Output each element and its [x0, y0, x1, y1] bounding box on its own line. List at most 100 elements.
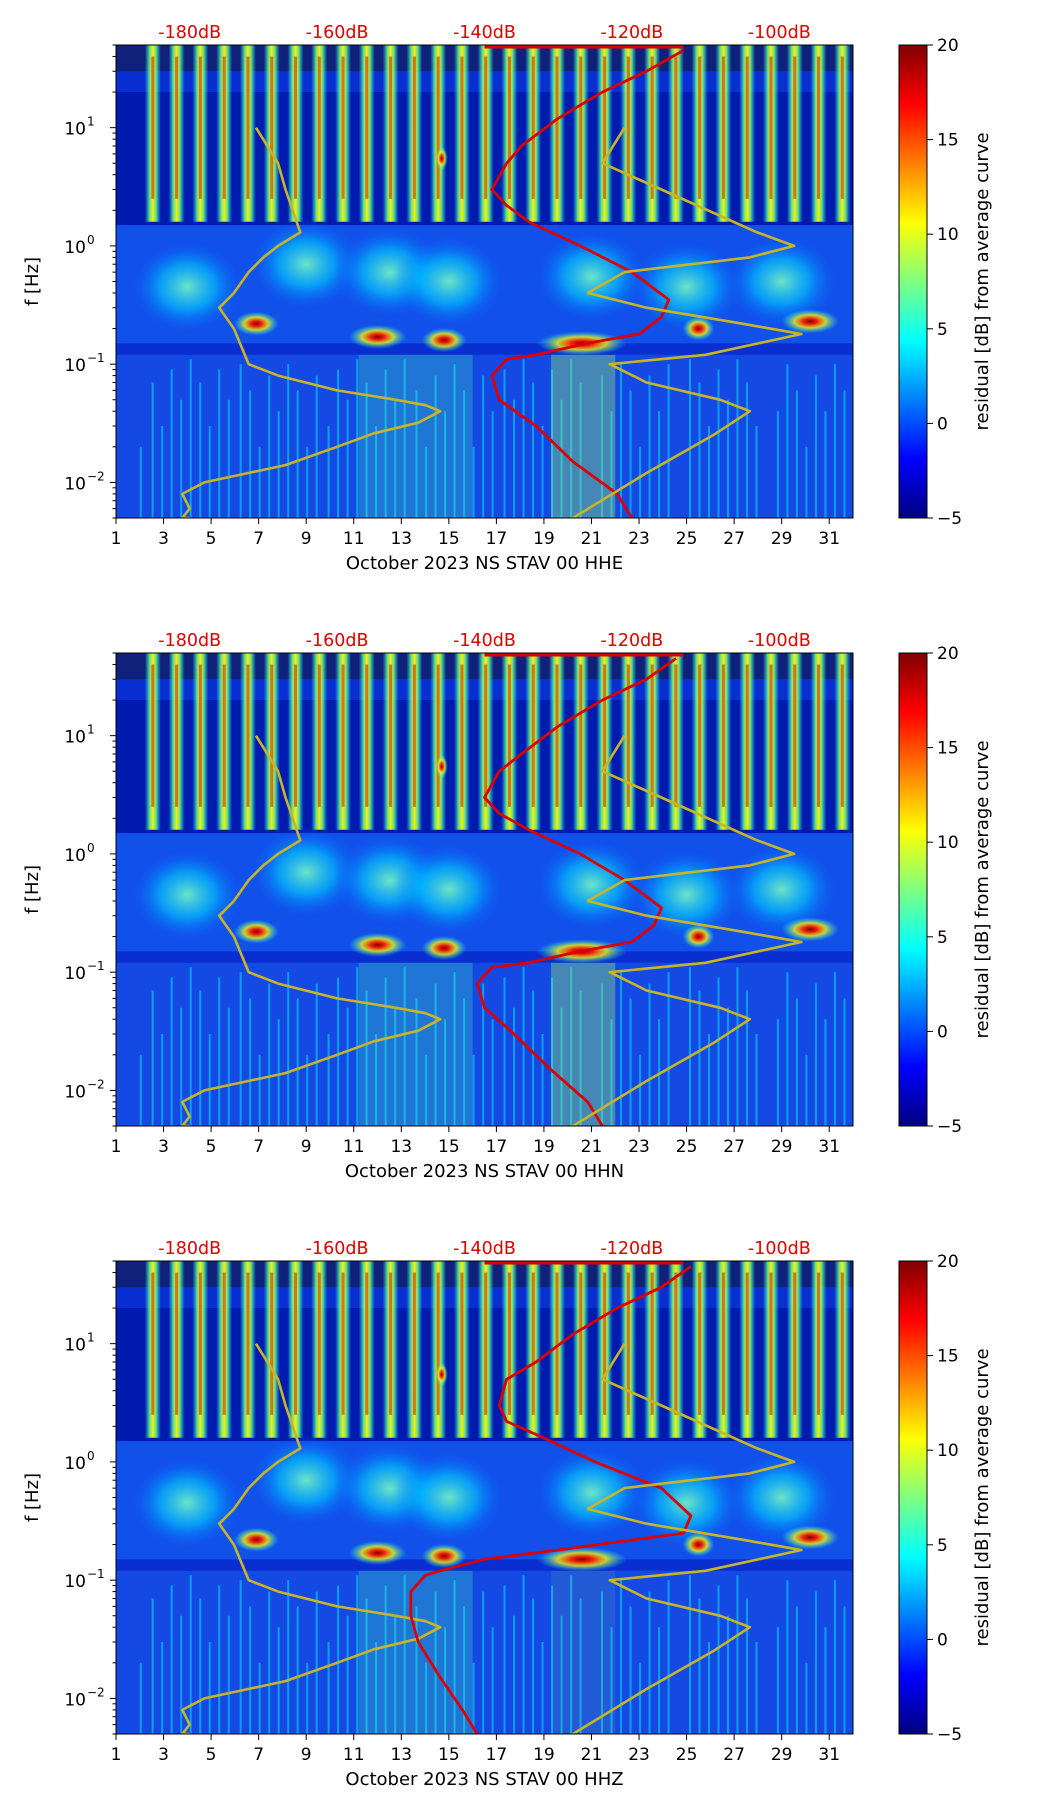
- x-tick-label: 13: [390, 529, 412, 549]
- heatmap-hotspot: [781, 309, 840, 334]
- heatmap-glow: [726, 1452, 837, 1543]
- heatmap-stripe-core: [460, 664, 464, 807]
- heatmap-streak: [560, 1615, 563, 1734]
- heatmap-streak: [258, 1054, 261, 1126]
- heatmap-streak: [208, 425, 211, 518]
- x-tick-label: 19: [533, 529, 555, 549]
- db-scale-label: -120dB: [600, 631, 663, 651]
- heatmap-streak: [541, 1033, 544, 1126]
- heatmap-stripe-core: [793, 664, 797, 807]
- heatmap-stripe-core: [745, 664, 749, 807]
- heatmap-streak: [698, 990, 701, 1126]
- heatmap-streak: [698, 1598, 701, 1734]
- heatmap-streak: [170, 369, 173, 518]
- heatmap-stripe-core: [389, 1272, 393, 1415]
- heatmap-stripe-core: [293, 664, 297, 807]
- heatmap-streak: [258, 1662, 261, 1734]
- heatmap-streak: [268, 375, 271, 518]
- y-tick-exponent: −2: [87, 469, 105, 483]
- heatmap-streak: [306, 1054, 309, 1126]
- heatmap-streak: [453, 1580, 456, 1734]
- db-scale-label: -160dB: [306, 23, 369, 43]
- x-tick-label: 7: [253, 1137, 264, 1157]
- colorbar-tick-label: 15: [937, 131, 959, 151]
- heatmap-streak: [833, 364, 836, 518]
- heatmap-streak: [296, 998, 299, 1126]
- heatmap-streak: [327, 1641, 330, 1734]
- heatmap-hotspot: [348, 324, 407, 349]
- heatmap-stripe-core: [175, 56, 179, 199]
- heatmap-hotspot: [537, 1547, 627, 1572]
- heatmap-streak: [189, 359, 192, 518]
- heatmap-streak: [337, 977, 340, 1126]
- y-tick-label: 10: [64, 238, 86, 258]
- heatmap-streak: [296, 1606, 299, 1734]
- heatmap-streak: [707, 1641, 710, 1734]
- heatmap-streak: [306, 1662, 309, 1734]
- colorbar-tick-label: 20: [937, 36, 959, 56]
- heatmap-streak: [629, 390, 632, 518]
- x-tick-label: 19: [533, 1745, 555, 1765]
- x-tick-label: 29: [771, 1745, 793, 1765]
- heatmap-streak: [786, 1580, 789, 1734]
- db-scale-label: -140dB: [453, 23, 516, 43]
- heatmap-streak: [620, 1580, 623, 1734]
- heatmap-stripe-core: [151, 664, 155, 807]
- heatmap-streak: [814, 375, 817, 518]
- heatmap-streak: [746, 382, 749, 518]
- heatmap-streak: [365, 1598, 368, 1734]
- heatmap-streak: [776, 411, 779, 518]
- heatmap-streak: [287, 1580, 290, 1734]
- heatmap-streak: [306, 446, 309, 518]
- x-tick-label: 19: [533, 1137, 555, 1157]
- heatmap-hotspot: [233, 919, 279, 944]
- heatmap-streak: [384, 369, 387, 518]
- heatmap-streak: [189, 1575, 192, 1734]
- x-tick-label: 3: [158, 529, 169, 549]
- heatmap-hotspot: [348, 1540, 407, 1565]
- y-tick-label: 10: [64, 1082, 86, 1102]
- heatmap-hotspot: [421, 936, 467, 961]
- heatmap-streak: [227, 399, 230, 518]
- heatmap-stripe-core: [626, 1272, 630, 1415]
- heatmap-streak: [736, 967, 739, 1126]
- heatmap-stripe-core: [603, 56, 607, 199]
- heatmap-streak: [327, 1033, 330, 1126]
- heatmap-streak: [268, 983, 271, 1126]
- heatmap-streak: [513, 1007, 516, 1126]
- heatmap-stripe-core: [412, 1272, 416, 1415]
- x-tick-label: 31: [818, 529, 840, 549]
- x-tick-label: 29: [771, 1137, 793, 1157]
- heatmap-streak: [698, 382, 701, 518]
- heatmap-streak: [795, 998, 798, 1126]
- colorbar-tick-label: 10: [937, 225, 959, 245]
- x-tick-label: 3: [158, 1745, 169, 1765]
- heatmap-stripe-core: [698, 56, 702, 199]
- heatmap-streak: [610, 411, 613, 518]
- heatmap-stripe-core: [293, 1272, 297, 1415]
- heatmap-streak-band: [551, 354, 616, 518]
- heatmap-streak: [444, 1627, 447, 1734]
- heatmap-streak: [375, 1033, 378, 1126]
- x-tick-label: 25: [676, 1137, 698, 1157]
- heatmap-streak: [491, 1019, 494, 1126]
- heatmap-glow: [726, 236, 837, 327]
- heatmap-stripe-core: [531, 1272, 535, 1415]
- heatmap-hotspot: [781, 1525, 840, 1550]
- heatmap-stripe-core: [222, 664, 226, 807]
- heatmap-streak: [776, 1627, 779, 1734]
- heatmap-stripe-core: [603, 1272, 607, 1415]
- heatmap-streak: [287, 972, 290, 1126]
- y-tick-label: 10: [64, 474, 86, 494]
- heatmap-stripe-core: [721, 56, 725, 199]
- heatmap-glow: [251, 1435, 362, 1526]
- heatmap-streak: [824, 1627, 827, 1734]
- heatmap-hotspot: [435, 1362, 448, 1387]
- colorbar-tick-label: −5: [937, 509, 962, 529]
- heatmap-streak: [600, 375, 603, 518]
- heatmap-glow: [132, 849, 243, 940]
- heatmap-streak: [503, 369, 506, 518]
- heatmap-streak: [600, 983, 603, 1126]
